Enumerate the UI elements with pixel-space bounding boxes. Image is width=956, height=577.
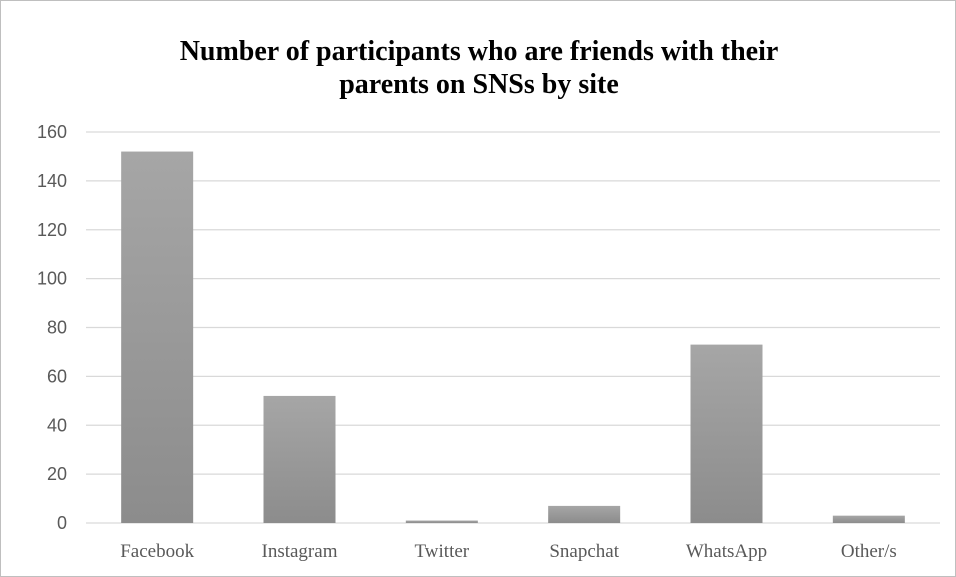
- y-tick-label: 80: [47, 318, 67, 338]
- y-tick-label: 60: [47, 366, 67, 386]
- gridlines: [86, 131, 940, 524]
- y-tick-label: 20: [47, 464, 67, 484]
- y-tick-label: 40: [47, 415, 67, 435]
- y-axis-ticks: 0 20 40 60 80 100 120 140 160: [37, 122, 67, 533]
- x-tick-label: Other/s: [841, 541, 897, 562]
- x-tick-label: Snapchat: [549, 541, 619, 562]
- y-tick-label: 120: [37, 220, 67, 240]
- chart-title-line-1: Number of participants who are friends w…: [179, 36, 779, 67]
- bar-other-s: [832, 515, 905, 523]
- y-tick-label: 140: [37, 171, 67, 191]
- bar-whatsapp: [690, 344, 763, 523]
- bar-instagram: [263, 395, 336, 523]
- bar-twitter: [405, 520, 478, 523]
- bar-facebook: [121, 151, 194, 524]
- y-tick-label: 160: [37, 122, 67, 142]
- bar-snapchat: [548, 505, 621, 523]
- chart-title: Number of participants who are friends w…: [1, 35, 956, 101]
- bars: [121, 151, 905, 524]
- chart-title-line-2: parents on SNSs by site: [339, 69, 619, 100]
- x-tick-label: Facebook: [120, 541, 194, 562]
- y-tick-label: 100: [37, 269, 67, 289]
- y-tick-label: 0: [57, 513, 67, 533]
- x-tick-label: Instagram: [262, 541, 338, 562]
- x-tick-label: WhatsApp: [686, 541, 767, 562]
- x-tick-label: Twitter: [415, 541, 470, 562]
- x-axis-labels: Facebook Instagram Twitter Snapchat WhatsApp…: [120, 541, 897, 562]
